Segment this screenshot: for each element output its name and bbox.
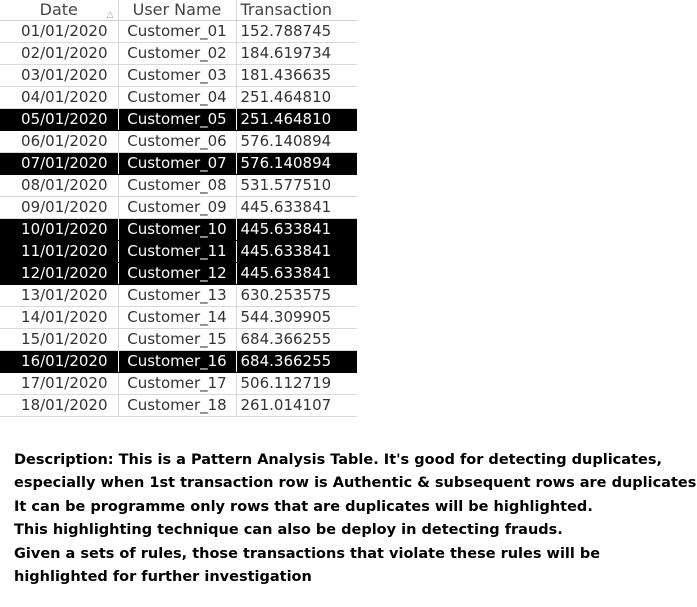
table-row[interactable]: 14/01/2020 Customer_14 544.309905 [0, 306, 357, 329]
cell-user-name: Customer_15 [118, 328, 237, 351]
cell-transaction: 506.112719 [236, 372, 357, 395]
cell-date: 02/01/2020 [0, 42, 119, 65]
cell-date: 12/01/2020 [0, 262, 119, 285]
cell-user-name: Customer_07 [118, 152, 237, 175]
cell-transaction: 684.366255 [236, 328, 357, 351]
cell-user-name: Customer_17 [118, 372, 237, 395]
table-row[interactable]: 01/01/2020 Customer_01 152.788745 [0, 20, 357, 43]
table-row[interactable]: 18/01/2020 Customer_18 261.014107 [0, 394, 357, 417]
cell-user-name: Customer_12 [118, 262, 237, 285]
cell-date: 10/01/2020 [0, 218, 119, 241]
cell-user-name: Customer_18 [118, 394, 237, 417]
description-line: highlighted for further investigation [14, 569, 312, 586]
table-row[interactable]: 16/01/2020 Customer_16 684.366255 [0, 350, 357, 373]
table-row[interactable]: 05/01/2020 Customer_05 251.464810 [0, 108, 357, 131]
column-header-date-label: Date [39, 0, 78, 19]
cell-date: 05/01/2020 [0, 108, 119, 131]
cell-transaction: 630.253575 [236, 284, 357, 307]
column-header-transaction[interactable]: Transaction [236, 0, 357, 21]
cell-transaction: 152.788745 [236, 20, 357, 43]
description-line: Description: This is a Pattern Analysis … [14, 452, 662, 468]
cell-transaction: 576.140894 [236, 130, 357, 153]
table-body: 01/01/2020 Customer_01 152.788745 02/01/202… [0, 20, 357, 417]
table-row[interactable]: 04/01/2020 Customer_04 251.464810 [0, 86, 357, 109]
cell-transaction: 445.633841 [236, 196, 357, 219]
cell-user-name: Customer_06 [118, 130, 237, 153]
cell-user-name: Customer_03 [118, 64, 237, 87]
cell-date: 15/01/2020 [0, 328, 119, 351]
column-header-user-name-label: User Name [132, 0, 222, 19]
cell-user-name: Customer_13 [118, 284, 237, 307]
cell-date: 11/01/2020 [0, 240, 119, 263]
cell-date: 07/01/2020 [0, 152, 119, 175]
table-row[interactable]: 17/01/2020 Customer_17 506.112719 [0, 372, 357, 395]
cell-date: 08/01/2020 [0, 174, 119, 197]
cell-date: 16/01/2020 [0, 350, 119, 373]
sort-ascending-icon[interactable]: △ [106, 10, 114, 20]
table-row[interactable]: 06/01/2020 Customer_06 576.140894 [0, 130, 357, 153]
cell-user-name: Customer_11 [118, 240, 237, 263]
cell-transaction: 544.309905 [236, 306, 357, 329]
table-row[interactable]: 07/01/2020 Customer_07 576.140894 [0, 152, 357, 175]
description-line: Given a sets of rules, those transaction… [14, 545, 601, 562]
cell-user-name: Customer_01 [118, 20, 237, 43]
cell-date: 06/01/2020 [0, 130, 119, 153]
cell-user-name: Customer_04 [118, 86, 237, 109]
cell-transaction: 684.366255 [236, 350, 357, 373]
table-row[interactable]: 10/01/2020 Customer_10 445.633841 [0, 218, 357, 241]
description-line: This highlighting technique can also be … [14, 522, 563, 539]
description-line: especially when 1st transaction row is A… [14, 475, 697, 492]
cell-date: 04/01/2020 [0, 86, 119, 109]
table-row[interactable]: 15/01/2020 Customer_15 684.366255 [0, 328, 357, 351]
cell-transaction: 576.140894 [236, 152, 357, 175]
cell-date: 09/01/2020 [0, 196, 119, 219]
table-row[interactable]: 08/01/2020 Customer_08 531.577510 [0, 174, 357, 197]
cell-user-name: Customer_14 [118, 306, 237, 329]
description-line: It can be programme only rows that are d… [14, 498, 593, 515]
cell-date: 03/01/2020 [0, 64, 119, 87]
cell-transaction: 251.464810 [236, 108, 357, 131]
description-text: Description: This is a Pattern Analysis … [14, 449, 697, 589]
cell-transaction: 531.577510 [236, 174, 357, 197]
column-header-user-name[interactable]: User Name [118, 0, 237, 21]
cell-user-name: Customer_10 [118, 218, 237, 241]
table-row[interactable]: 11/01/2020 Customer_11 445.633841 [0, 240, 357, 263]
pattern-analysis-table: Date △ User Name Transaction 01/01/2020 C… [0, 0, 357, 417]
column-header-transaction-label: Transaction [240, 0, 333, 19]
cell-transaction: 445.633841 [236, 240, 357, 263]
cell-user-name: Customer_08 [118, 174, 237, 197]
cell-date: 01/01/2020 [0, 20, 119, 43]
cell-date: 13/01/2020 [0, 284, 119, 307]
cell-user-name: Customer_02 [118, 42, 237, 65]
table-header-row: Date △ User Name Transaction [0, 0, 357, 21]
cell-transaction: 184.619734 [236, 42, 357, 65]
table-row[interactable]: 12/01/2020 Customer_12 445.633841 [0, 262, 357, 285]
table-row[interactable]: 13/01/2020 Customer_13 630.253575 [0, 284, 357, 307]
cell-transaction: 261.014107 [236, 394, 357, 417]
cell-user-name: Customer_05 [118, 108, 237, 131]
cell-transaction: 251.464810 [236, 86, 357, 109]
column-header-date[interactable]: Date △ [0, 0, 119, 21]
cell-user-name: Customer_09 [118, 196, 237, 219]
table-row[interactable]: 09/01/2020 Customer_09 445.633841 [0, 196, 357, 219]
cell-transaction: 445.633841 [236, 262, 357, 285]
table-row[interactable]: 02/01/2020 Customer_02 184.619734 [0, 42, 357, 65]
table-row[interactable]: 03/01/2020 Customer_03 181.436635 [0, 64, 357, 87]
cell-transaction: 181.436635 [236, 64, 357, 87]
cell-date: 14/01/2020 [0, 306, 119, 329]
cell-date: 17/01/2020 [0, 372, 119, 395]
cell-date: 18/01/2020 [0, 394, 119, 417]
cell-transaction: 445.633841 [236, 218, 357, 241]
cell-user-name: Customer_16 [118, 350, 237, 373]
